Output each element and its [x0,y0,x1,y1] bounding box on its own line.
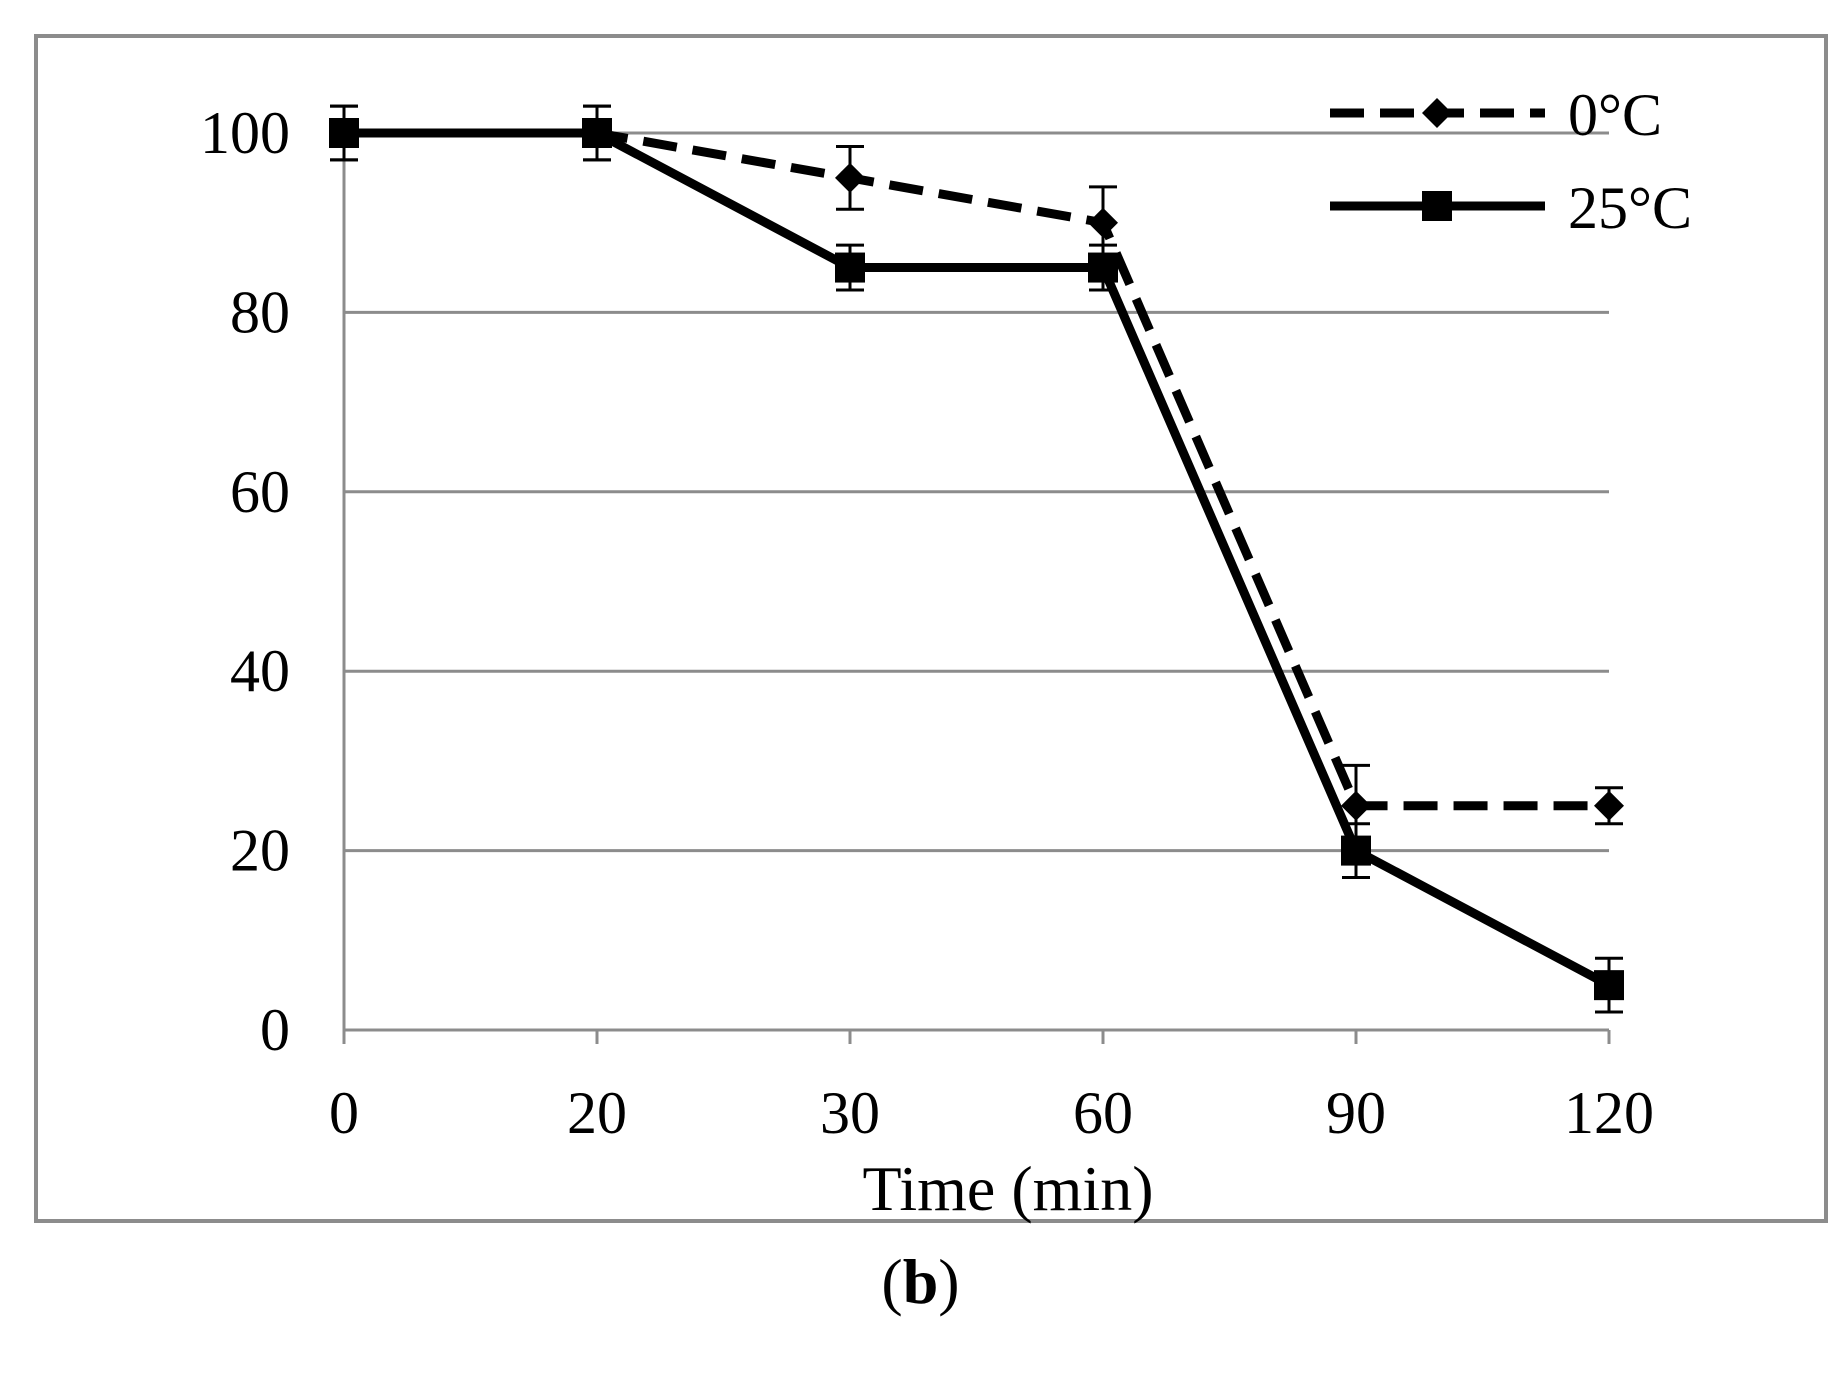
y-tick-label-20: 20 [230,818,290,884]
data-point-1-2 [835,252,865,283]
x-tick-label-20: 20 [567,1080,627,1146]
y-tick-label-0: 0 [260,997,290,1063]
series-1 [329,104,1624,1014]
x-tick-label-0: 0 [329,1080,359,1146]
data-point-0-3 [1088,207,1118,238]
legend-marker-0 [1422,98,1452,128]
data-point-1-1 [582,118,612,148]
axes [342,131,1611,1044]
legend-label-1: 25°C [1568,175,1692,241]
panel-label-open: ( [881,1246,903,1317]
panel-label-close: ) [938,1246,960,1317]
x-tick-labels: 0 20 30 60 90 120 [329,1080,1654,1146]
series [329,104,1624,1014]
legend: 0°C 25°C [1330,82,1692,241]
y-tick-label-80: 80 [230,279,290,345]
data-point-1-4 [1341,835,1371,866]
x-tick-label-120: 120 [1564,1080,1654,1146]
y-tick-label-40: 40 [230,638,290,704]
y-tick-label-100: 100 [200,100,290,166]
data-point-1-0 [329,118,359,148]
series-line-1 [344,128,1612,990]
panel-label-letter: b [902,1246,939,1317]
x-tick-label-60: 60 [1073,1080,1133,1146]
data-point-0-2 [835,162,865,193]
legend-label-0: 0°C [1568,82,1662,148]
data-point-1-5 [1594,970,1624,1001]
data-point-1-3 [1088,252,1118,283]
panel-label: (b) [0,1245,1841,1319]
data-point-0-4 [1341,790,1371,821]
y-tick-labels: 0 20 40 60 80 100 [200,100,290,1063]
x-axis-label: Time (min) [863,1153,1154,1224]
data-point-0-5 [1594,790,1624,821]
chart-frame [34,34,1828,1223]
x-tick-label-90: 90 [1326,1080,1386,1146]
legend-marker-1 [1422,191,1452,221]
y-tick-label-60: 60 [230,459,290,525]
x-tick-label-30: 30 [820,1080,880,1146]
